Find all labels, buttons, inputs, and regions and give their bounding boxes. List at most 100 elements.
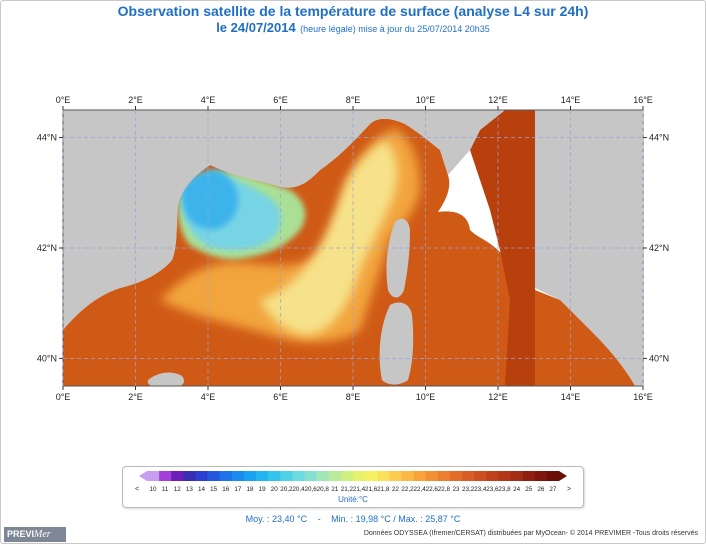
colorbar-swatch xyxy=(340,471,354,481)
lon-label-bottom: 0°E xyxy=(56,392,71,402)
page-title: Observation satellite de la température … xyxy=(117,3,589,19)
colorbar-tick-label: 10 xyxy=(150,486,158,493)
update-timestamp: (heure légale) mise à jour du 25/07/2014… xyxy=(300,24,490,34)
land-corsica xyxy=(386,218,410,298)
colorbar-swatch xyxy=(328,471,342,481)
graticule xyxy=(62,110,644,386)
land-sardinia xyxy=(379,302,414,385)
colorbar-tick-label: 16 xyxy=(222,486,230,493)
colorbar-swatch xyxy=(546,471,560,481)
colorbar-tick-label: 22,8 xyxy=(438,486,451,493)
colorbar-swatch xyxy=(389,471,402,481)
colorbar-low-arrow xyxy=(139,471,147,481)
colorbar-unit-label: Unité:°C xyxy=(338,495,368,504)
lat-label-left: 42°N xyxy=(37,243,57,253)
colorbar-tick-label: 20 xyxy=(271,486,279,493)
land-france-north xyxy=(63,110,505,330)
title-date-line: le 24/07/2014 (heure légale) mise à jour… xyxy=(0,19,706,37)
colorbar-swatch xyxy=(292,471,305,481)
colorbar-tick-label: 22,2 xyxy=(401,486,414,493)
lon-label-top: 10°E xyxy=(416,95,436,105)
coldest-water-zone xyxy=(181,169,239,230)
previmer-logo[interactable]: PREVIMer xyxy=(4,527,66,542)
colorbar-swatch xyxy=(437,471,451,481)
colorbar-tick-label: 23,4 xyxy=(474,486,487,493)
colorbar-swatch xyxy=(219,471,233,481)
colorbar-swatch xyxy=(377,471,390,481)
colorbar-tick-label: 23,6 xyxy=(486,486,499,493)
colorbar-tick-label: 17 xyxy=(234,486,242,493)
colorbar-tick-label: 26 xyxy=(537,486,545,493)
colorbar-swatch xyxy=(171,471,184,481)
colorbar-tick-label: 13 xyxy=(186,486,194,493)
lon-label-top: 2°E xyxy=(128,95,143,105)
colorbar-swatch xyxy=(413,471,427,481)
colorbar-tick-label: 23 xyxy=(452,486,460,493)
colorbar-swatch xyxy=(207,471,221,481)
lon-label-top: 16°E xyxy=(633,95,653,105)
lat-label-right: 42°N xyxy=(649,243,669,253)
lon-label-top: 4°E xyxy=(201,95,216,105)
colorbar-swatch xyxy=(486,471,499,481)
colorbar-swatch xyxy=(316,471,330,481)
lon-label-top: 6°E xyxy=(273,95,288,105)
lon-label-top: 8°E xyxy=(346,95,361,105)
lat-label-right: 40°N xyxy=(649,353,669,363)
pale-water-core xyxy=(260,140,398,335)
colorbar-low-marker: < xyxy=(135,486,139,493)
colorbar-tick-label: 15 xyxy=(210,486,218,493)
colorbar-tick-label: 20,6 xyxy=(304,486,317,493)
colorbar-swatch xyxy=(522,471,536,481)
colorbar-tick-label: 20,4 xyxy=(292,486,305,493)
lon-label-top: 0°E xyxy=(56,95,71,105)
colorbar-tick-label: 21,8 xyxy=(377,486,390,493)
map-content xyxy=(63,110,642,386)
statistics-line: Moy. : 23,40 °C - Min. : 19,98 °C / Max.… xyxy=(0,514,706,524)
lon-label-bottom: 8°E xyxy=(346,392,361,402)
colorbar-swatch xyxy=(534,471,548,481)
colorbar-tick-label: 22,6 xyxy=(426,486,439,493)
lon-label-bottom: 14°E xyxy=(561,392,581,402)
lon-label-top: 12°E xyxy=(488,95,508,105)
colorbar-swatch xyxy=(280,471,293,481)
colorbar-tick-label: 20,2 xyxy=(280,486,293,493)
colorbar-swatch xyxy=(268,471,281,481)
colorbar-swatch xyxy=(449,471,463,481)
colorbar-tick-label: 21,6 xyxy=(365,486,378,493)
colorbar-tick-label: 19 xyxy=(259,486,267,493)
data-credit: Données ODYSSEA (Ifremer/CERSAT) distrib… xyxy=(363,530,698,537)
lon-label-bottom: 6°E xyxy=(273,392,288,402)
colorbar: <10 11 12 13 14 15 16 17 18 19 20 20,2 20,4 20,6 20,8 2… xyxy=(135,471,571,504)
colorbar-swatch xyxy=(256,471,269,481)
lon-label-bottom: 12°E xyxy=(488,392,508,402)
colorbar-tick-label: 12 xyxy=(174,486,182,493)
colorbar-swatch xyxy=(462,471,475,481)
colorbar-tick-label: 21 xyxy=(331,486,339,493)
lon-label-top: 14°E xyxy=(561,95,581,105)
colorbar-tick-label: 27 xyxy=(549,486,557,493)
colorbar-swatch xyxy=(365,471,378,481)
colorbar-swatch xyxy=(353,471,366,481)
colorbar-swatch xyxy=(243,471,257,481)
colorbar-tick-label: 22 xyxy=(392,486,400,493)
colorbar-tick-label: 14 xyxy=(198,486,206,493)
lon-label-bottom: 16°E xyxy=(633,392,653,402)
colorbar-swatch xyxy=(195,471,208,481)
colorbar-swatch xyxy=(498,471,511,481)
logo-prev: PREVI xyxy=(7,529,35,539)
lat-label-right: 44°N xyxy=(649,133,669,143)
colorbar-swatch xyxy=(159,471,172,481)
colorbar-swatch xyxy=(183,471,196,481)
colorbar-swatch xyxy=(147,471,160,481)
colorbar-panel: <10 11 12 13 14 15 16 17 18 19 20 20,2 20,4 20,6 20,8 2… xyxy=(122,466,584,508)
lon-label-bottom: 10°E xyxy=(416,392,436,402)
colorbar-tick-label: 23,8 xyxy=(498,486,511,493)
lon-label-bottom: 4°E xyxy=(201,392,216,402)
colorbar-swatch xyxy=(401,471,414,481)
lon-label-bottom: 2°E xyxy=(128,392,143,402)
colorbar-tick-label: 21,4 xyxy=(353,486,366,493)
colorbar-high-marker: > xyxy=(567,486,571,493)
sea-area-east xyxy=(470,110,535,386)
colorbar-tick-label: 11 xyxy=(162,486,169,493)
